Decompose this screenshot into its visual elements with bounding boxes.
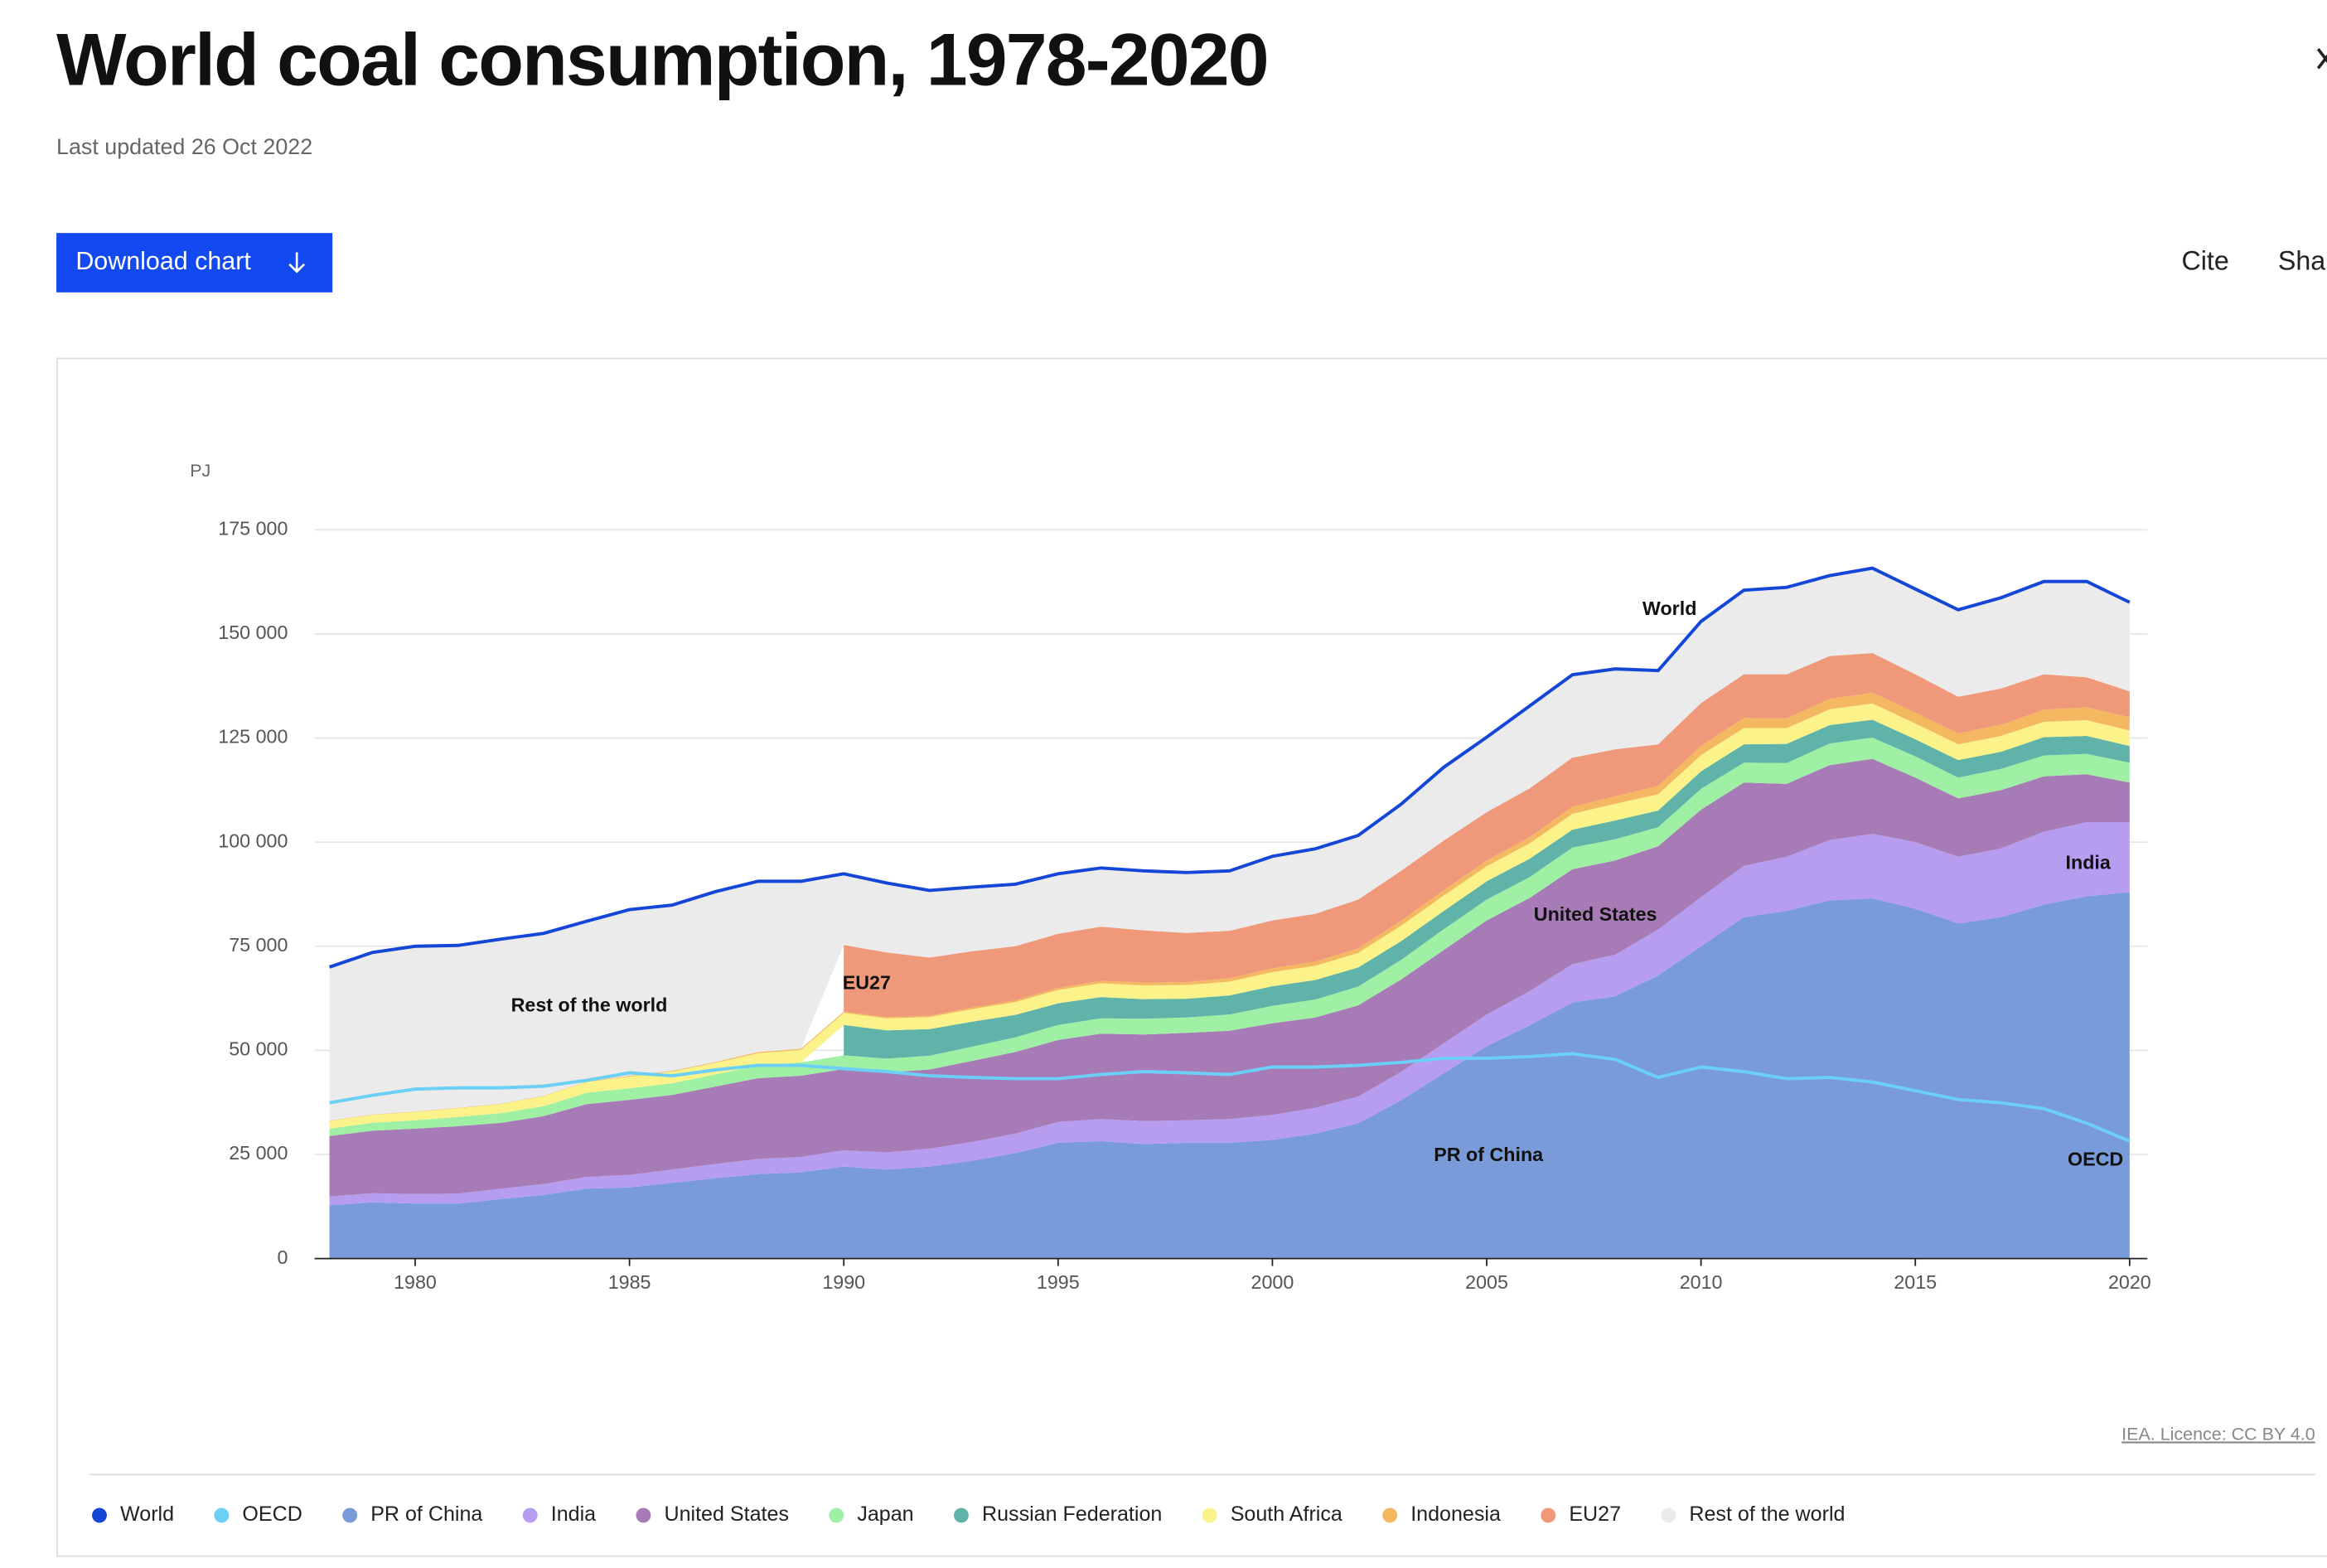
legend-swatch[interactable] — [1661, 1508, 1676, 1523]
chart-annotation: PR of China — [1434, 1144, 1544, 1165]
area-series — [329, 692, 2130, 1121]
line-series — [329, 1052, 2131, 1143]
y-tick-label: 50 000 — [229, 1038, 288, 1060]
plot-area: 0 25 000 50 000 75 000 100 000 125 000 150 000… — [218, 517, 2150, 1293]
download-button[interactable]: Download chart — [56, 233, 333, 293]
y-tick-label: 25 000 — [229, 1142, 288, 1164]
legend-swatch[interactable] — [953, 1508, 969, 1523]
x-tick-label: 2005 — [1465, 1271, 1508, 1293]
x-tick-label: 1990 — [822, 1271, 865, 1293]
y-tick-label: 100 000 — [218, 830, 288, 851]
x-tick-label: 1985 — [608, 1271, 651, 1293]
legend-swatch[interactable] — [92, 1508, 107, 1523]
legend-item[interactable]: United States — [636, 1503, 789, 1526]
download-button-bg[interactable] — [56, 233, 333, 293]
y-tick-label: 150 000 — [218, 622, 288, 643]
legend-swatch[interactable] — [1541, 1508, 1556, 1523]
close-icon[interactable] — [2316, 48, 2327, 70]
area-series — [329, 738, 2130, 1136]
area-series — [844, 719, 2130, 1059]
x-tick-label: 1980 — [394, 1271, 437, 1293]
source-link[interactable]: IEA. Licence: CC BY 4.0 — [2121, 1424, 2315, 1444]
chart-frame — [56, 357, 2327, 1557]
area-series — [329, 758, 2130, 1197]
legend-label[interactable]: Japan — [857, 1503, 913, 1526]
chart-annotation: World — [1642, 598, 1696, 619]
legend-item[interactable]: World — [92, 1503, 174, 1526]
area-series — [329, 568, 2130, 1121]
x-tick-label: 1995 — [1037, 1271, 1080, 1293]
legend-label[interactable]: OECD — [242, 1503, 302, 1526]
cite-link[interactable]: Cite — [2182, 245, 2229, 275]
legend-swatch[interactable] — [636, 1508, 651, 1523]
legend-label[interactable]: India — [551, 1503, 596, 1526]
page-title: World coal consumption, 1978-2020 — [56, 17, 1268, 100]
legend-label[interactable]: Indonesia — [1410, 1503, 1501, 1526]
legend-item[interactable]: Japan — [829, 1503, 914, 1526]
legend-swatch[interactable] — [342, 1508, 358, 1523]
area-series — [329, 892, 2130, 1259]
y-tick-label: 175 000 — [218, 517, 288, 539]
chart-annotation: EU27 — [843, 971, 891, 993]
download-button-label[interactable]: Download chart — [75, 247, 251, 275]
area-series — [844, 653, 2130, 1018]
legend-item[interactable]: Russian Federation — [953, 1503, 1162, 1526]
legend-swatch[interactable] — [829, 1508, 844, 1523]
legend-item[interactable]: South Africa — [1202, 1503, 1342, 1526]
legend-item[interactable]: Indonesia — [1382, 1503, 1501, 1526]
legend-label[interactable]: United States — [664, 1503, 788, 1526]
legend: World OECD PR of China India United States Ja… — [92, 1503, 1845, 1526]
legend-label[interactable]: Rest of the world — [1689, 1503, 1845, 1526]
legend-label[interactable]: PR of China — [370, 1503, 482, 1526]
legend-swatch[interactable] — [1382, 1508, 1398, 1523]
y-tick-label: 75 000 — [229, 934, 288, 956]
legend-label[interactable]: Russian Federation — [982, 1503, 1162, 1526]
legend-item[interactable]: PR of China — [342, 1503, 482, 1526]
legend-swatch[interactable] — [214, 1508, 230, 1523]
x-tick-label: 2000 — [1251, 1271, 1294, 1293]
legend-item[interactable]: India — [522, 1503, 596, 1526]
last-updated: Last updated 26 Oct 2022 — [56, 134, 312, 159]
legend-label[interactable]: South Africa — [1231, 1503, 1342, 1526]
download-icon[interactable] — [288, 252, 306, 273]
legend-swatch[interactable] — [1202, 1508, 1217, 1523]
share-link[interactable]: Share — [2278, 245, 2327, 275]
legend-item[interactable]: OECD — [214, 1503, 302, 1526]
legend-swatch[interactable] — [522, 1508, 538, 1523]
x-tick-label: 2015 — [1894, 1271, 1937, 1293]
chart-annotation: United States — [1534, 903, 1657, 925]
y-tick-label: 125 000 — [218, 726, 288, 748]
chart-annotation: India — [2066, 851, 2112, 873]
area-series — [329, 703, 2130, 1129]
unit-label: PJ — [190, 461, 210, 481]
legend-item[interactable]: Rest of the world — [1661, 1503, 1845, 1526]
chart-annotation: OECD — [2068, 1149, 2123, 1170]
legend-label[interactable]: EU27 — [1569, 1503, 1621, 1526]
area-series — [329, 822, 2130, 1206]
x-tick-label: 2020 — [2108, 1271, 2151, 1293]
chart-annotation: Rest of the world — [511, 994, 668, 1015]
y-tick-label: 0 — [277, 1246, 288, 1268]
legend-item[interactable]: EU27 — [1541, 1503, 1621, 1526]
x-tick-label: 2010 — [1680, 1271, 1723, 1293]
legend-label[interactable]: World — [120, 1503, 174, 1526]
line-series — [328, 566, 2131, 969]
